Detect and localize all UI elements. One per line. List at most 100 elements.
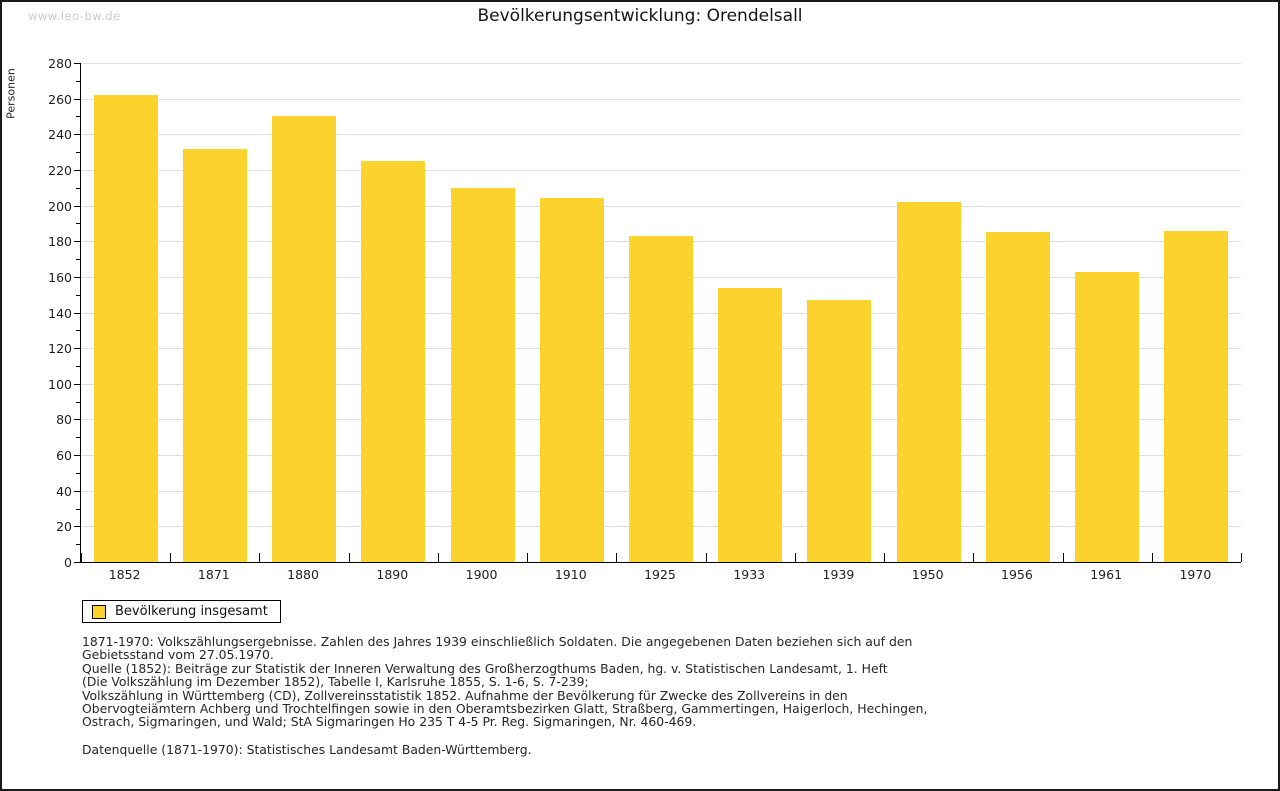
y-tick [74,562,80,563]
legend-swatch [92,604,106,619]
x-tick-label: 1950 [911,567,944,582]
gridline [81,63,1241,64]
x-boundary-tick [527,553,529,562]
y-tick [74,63,80,64]
source-note-line: Quelle (1852): Beiträge zur Statistik de… [82,660,888,676]
y-tick [76,223,80,225]
y-tick [74,455,80,457]
legend: Bevölkerung insgesamt [82,600,281,623]
x-tick-label: 1852 [108,567,141,582]
y-tick [76,365,80,367]
y-tick [76,508,80,510]
y-tick [74,241,80,243]
y-tick-label: 120 [48,341,72,357]
x-boundary-tick [884,553,886,562]
y-axis-title: Personen [4,68,18,119]
legend-label: Bevölkerung insgesamt [115,604,268,619]
bar-1939 [807,300,872,562]
y-tick [76,116,80,118]
y-tick-label: 240 [48,127,72,143]
y-tick-label: 220 [48,162,72,178]
x-boundary-tick [794,553,796,562]
x-tick-label: 1910 [554,567,587,582]
x-tick-label: 1933 [733,567,766,582]
x-tick-label: 1880 [287,567,319,582]
bar-1852 [93,95,158,562]
y-tick-label: 260 [48,91,72,107]
watermark: www.leo-bw.de [28,9,121,23]
y-tick [76,187,80,189]
chart-title: Bevölkerungsentwicklung: Orendelsall [477,6,803,26]
y-tick [74,169,80,171]
gridline [81,98,1241,100]
y-tick-label: 40 [56,483,72,499]
y-tick-label: 60 [56,448,72,464]
x-boundary-tick [1151,553,1153,562]
source-note-line: Obervogteiämtern Achberg und Trochtelfin… [82,701,928,717]
bar-1933 [718,287,783,562]
gridline [81,205,1241,207]
source-notes: 1871-1970: Volkszählungsergebnisse. Zahl… [82,635,1218,729]
y-tick [76,152,80,154]
bar-1925 [629,235,693,562]
bar-1910 [539,198,604,562]
y-tick [74,276,80,278]
bar-1890 [361,161,426,562]
y-tick-label: 160 [48,269,72,285]
y-tick-label: 180 [48,234,72,250]
bar-1880 [272,116,337,562]
y-tick [76,80,80,82]
x-boundary-tick [1062,553,1064,562]
y-tick-label: 200 [48,198,72,214]
bar-1900 [450,187,515,562]
x-boundary-tick [705,553,707,562]
y-tick [74,98,80,100]
source-note-line: Volkszählung in Württemberg (CD), Zollve… [82,687,848,703]
y-tick [76,401,80,403]
plot-area [80,63,1242,563]
y-tick-label: 140 [48,305,72,321]
x-tick-label: 1970 [1179,567,1212,582]
y-tick [74,348,80,350]
x-boundary-tick [259,553,261,562]
bar-1961 [1075,271,1140,562]
x-tick-label: 1961 [1090,567,1123,582]
source-note-line: Ostrach, Sigmaringen, und Wald; StA Sigm… [82,714,697,730]
x-tick-label: 1939 [822,567,855,582]
x-tick-label: 1871 [197,567,230,582]
source-note-line: (Die Volkszählung im Dezember 1852), Tab… [82,674,589,690]
x-tick-label: 1900 [465,567,498,582]
source-note-line: 1871-1970: Volkszählungsergebnisse. Zahl… [82,634,913,649]
y-tick [76,294,80,296]
y-tick [76,330,80,332]
footnotes: 1871-1970: Volkszählungsergebnisse. Zahl… [82,635,1218,757]
y-tick [74,205,80,207]
x-boundary-tick [348,553,350,562]
bar-1871 [182,148,247,562]
y-tick-label: 20 [56,519,72,535]
x-boundary-tick [170,553,172,562]
x-boundary-tick [81,553,82,562]
x-boundary-tick [616,553,618,562]
y-tick [74,419,80,421]
y-tick-label: 80 [56,412,72,428]
x-tick-label: 1890 [376,567,409,582]
x-boundary-tick [973,553,975,562]
y-tick [74,312,80,314]
y-tick [76,259,80,261]
x-tick-label: 1956 [1001,567,1033,582]
y-tick [74,490,80,492]
bar-1970 [1164,230,1229,562]
datasource-line: Datenquelle (1871-1970): Statistisches L… [82,741,532,757]
y-tick-label: 100 [48,376,72,392]
y-tick [76,437,80,439]
gridline [81,169,1241,171]
x-boundary-tick [1241,553,1242,562]
bar-1956 [985,232,1050,562]
y-tick [76,472,80,474]
y-tick-label: 0 [64,555,72,570]
y-tick [74,134,80,136]
y-tick [76,544,80,546]
y-tick-label: 280 [48,56,72,71]
